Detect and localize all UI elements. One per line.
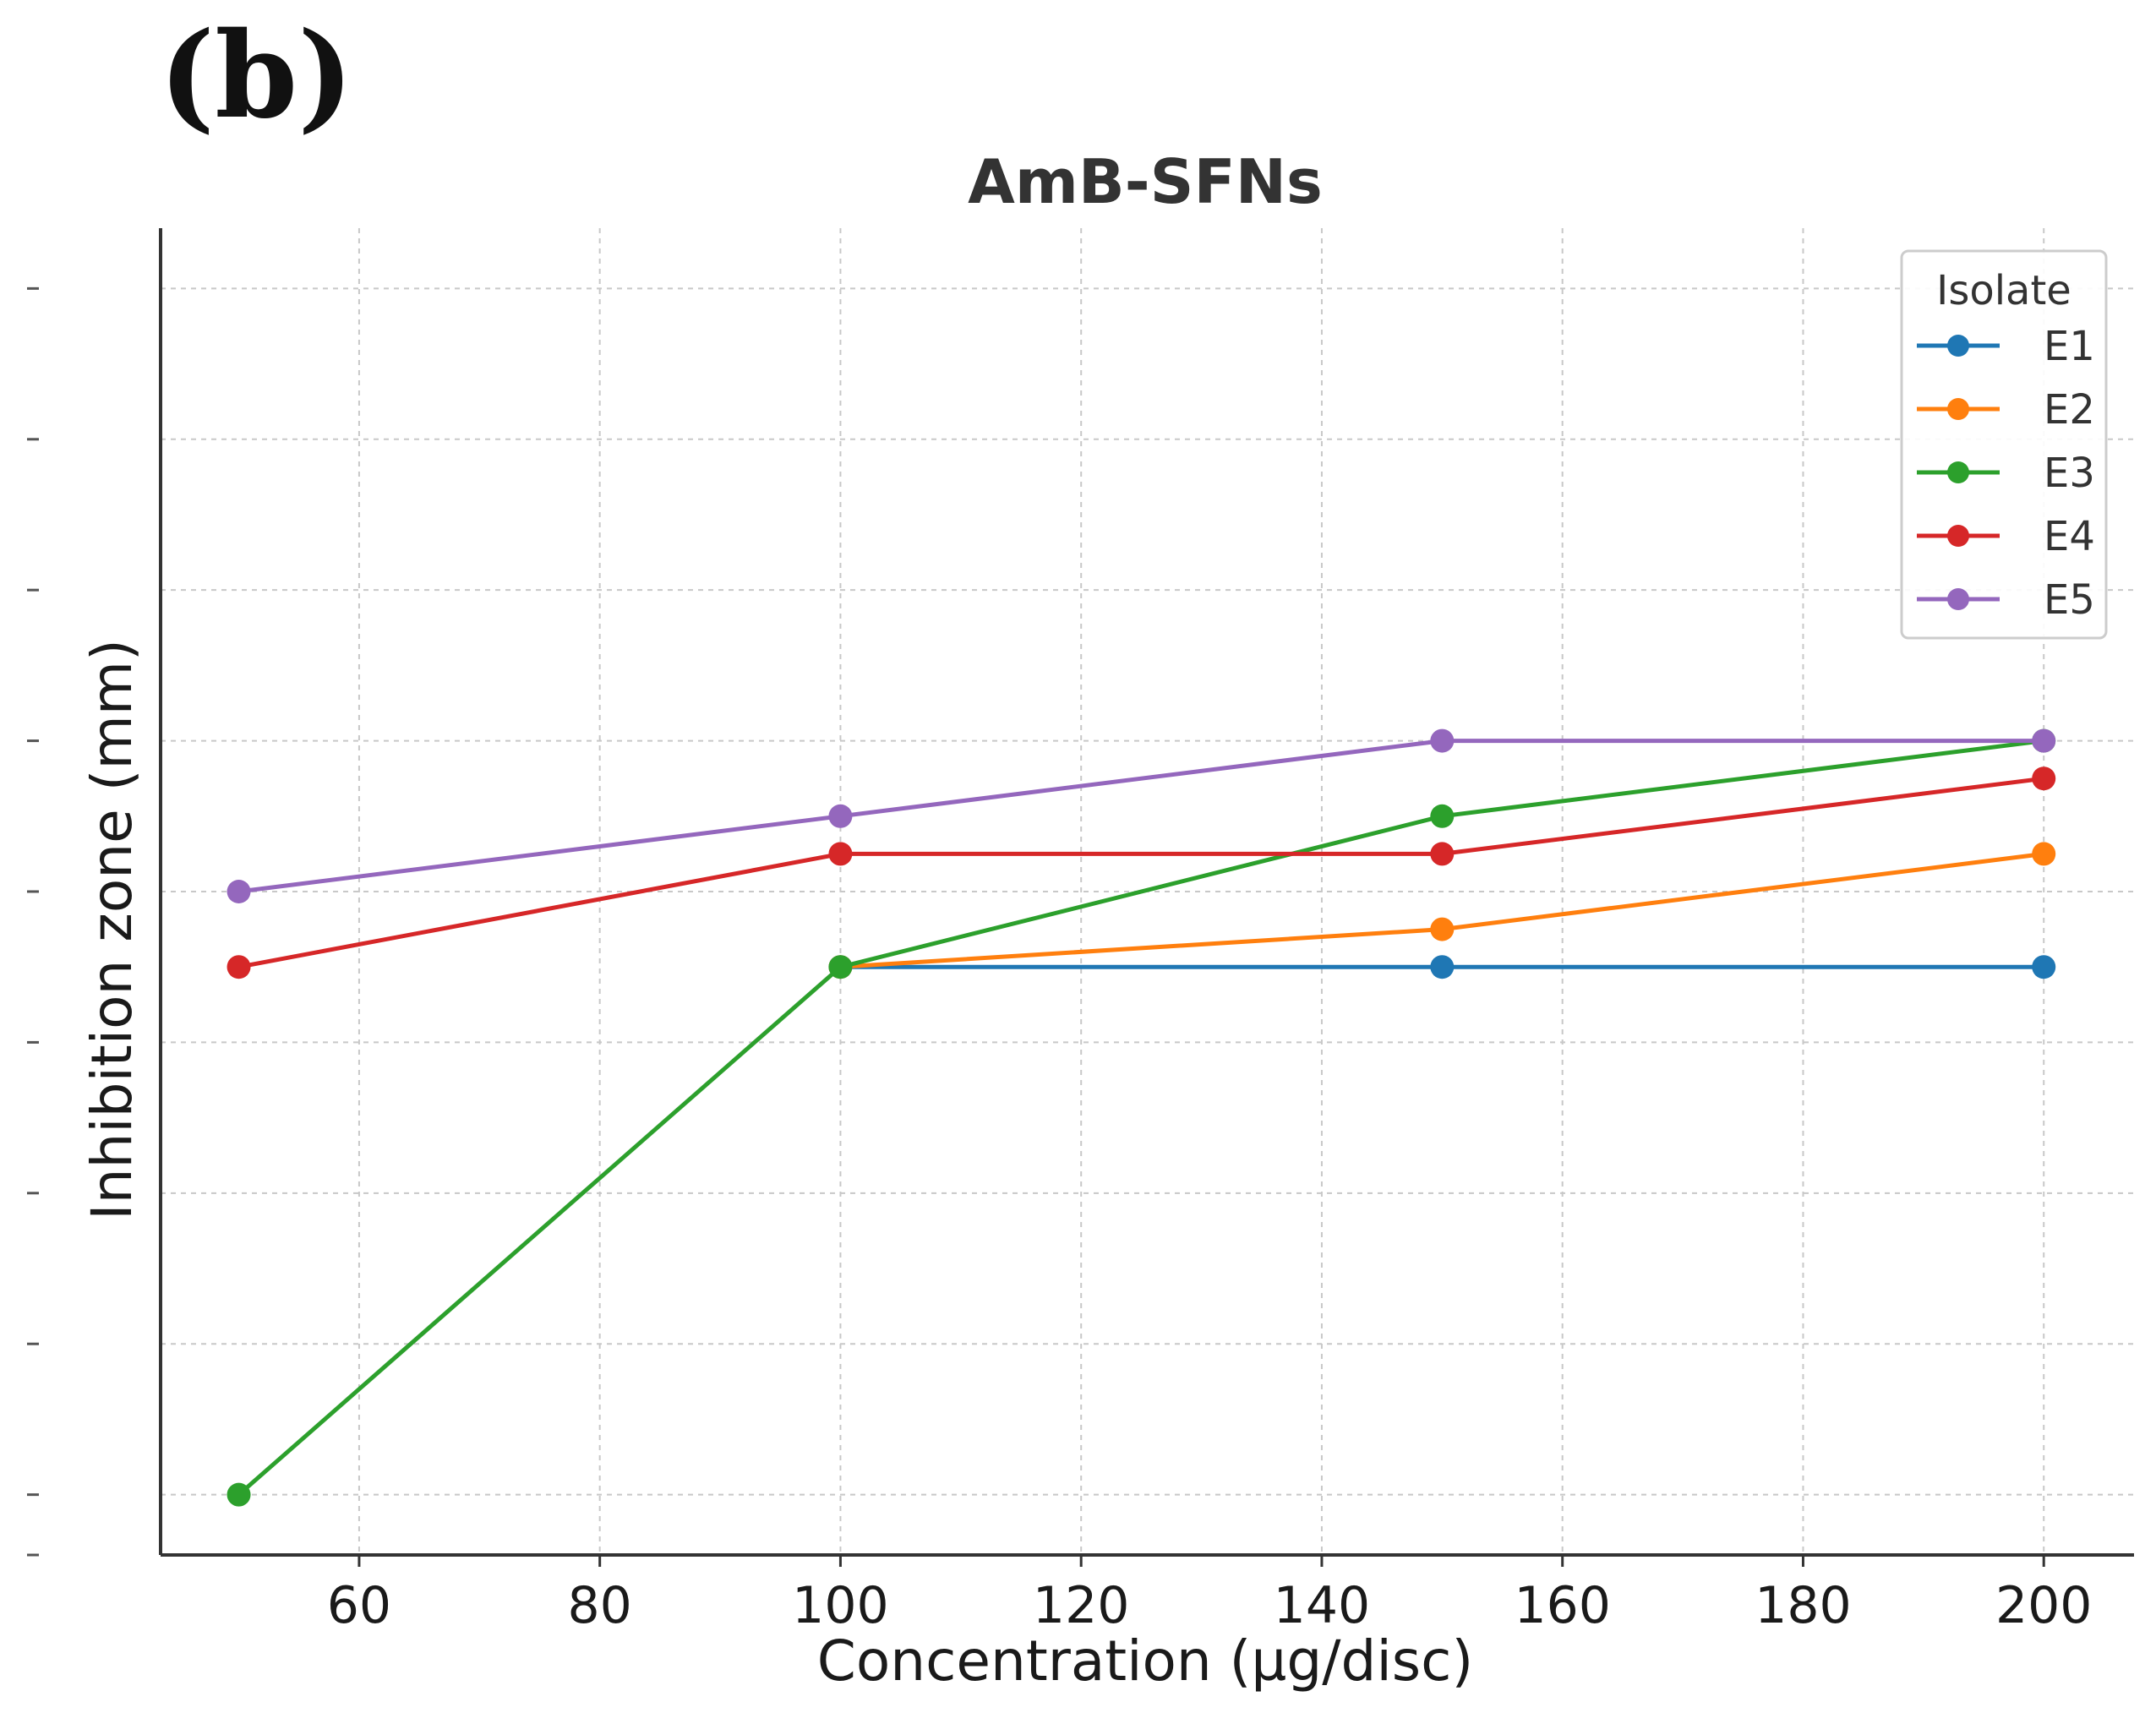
y-axis-label: Inhibition zone (mm) [79,639,145,1220]
x-axis-label: Concentration (µg/disc) [817,1628,1473,1694]
x-tick-label-80: 80 [568,1576,632,1635]
legend-marker-e3 [1947,461,1969,483]
data-point-e4-x50 [227,955,251,979]
data-point-e2-x150 [1430,917,1455,941]
data-point-e2-x200 [2032,842,2056,866]
x-tick-label-180: 180 [1755,1576,1852,1635]
data-point-e4-x200 [2032,766,2056,791]
data-point-e4-x150 [1430,842,1455,866]
data-point-e5-x50 [227,880,251,903]
x-tick-label-60: 60 [327,1576,391,1635]
legend-marker-e1 [1947,335,1969,357]
panel-label: (b) [159,7,354,145]
x-tick-label-200: 200 [1995,1576,2093,1635]
data-point-e4-x100 [828,842,853,866]
legend: Isolate E1 E2 E3 E4 E5 [1900,249,2108,640]
data-point-e1-x150 [1430,955,1455,979]
legend-title: Isolate [1936,267,2071,314]
legend-label-e4: E4 [2044,513,2095,560]
legend-label-e2: E2 [2044,386,2095,434]
x-tick-label-120: 120 [1033,1576,1130,1635]
data-point-e3-x100 [828,955,853,979]
data-point-e3-x50 [227,1482,251,1507]
data-point-e1-x200 [2032,955,2056,979]
x-tick-label-100: 100 [792,1576,889,1635]
data-point-e5-x150 [1430,728,1455,753]
series-line-e2 [840,851,2044,969]
legend-label-e5: E5 [2044,576,2095,624]
series-line-e4 [238,776,2044,969]
chart-title: AmB-SFNs [968,146,1323,217]
x-tick-label-140: 140 [1274,1576,1371,1635]
y-axis-ticks [27,286,39,1557]
legend-label-e3: E3 [2044,450,2095,497]
data-point-e5-x100 [828,804,853,828]
axes [159,228,2134,1557]
series-line-e5 [238,739,2044,894]
legend-marker-e5 [1947,588,1969,610]
data-point-e3-x150 [1430,804,1455,828]
legend-marker-e4 [1947,525,1969,547]
x-axis-ticks: 60 80 100 120 140 160 180 200 [327,1555,2093,1635]
legend-marker-e2 [1947,398,1969,420]
legend-label-e1: E1 [2044,323,2095,370]
data-series [227,728,2056,1507]
series-line-e3 [237,739,2044,1497]
data-point-e5-x200 [2032,728,2056,753]
x-tick-label-160: 160 [1514,1576,1611,1635]
